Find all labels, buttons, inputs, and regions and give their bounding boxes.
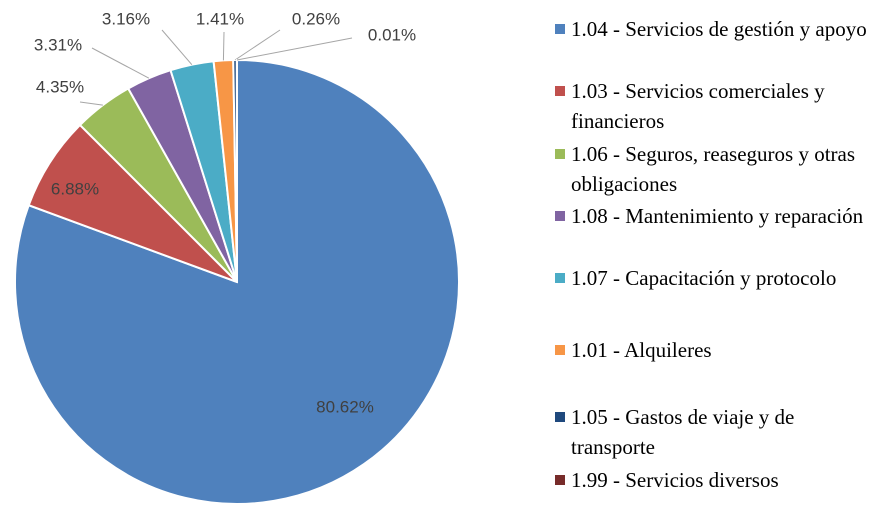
legend-swatch <box>555 273 565 283</box>
data-label: 80.62% <box>316 397 374 416</box>
data-label: 3.16% <box>102 9 150 28</box>
data-label: 4.35% <box>36 77 84 96</box>
legend-label: 1.05 - Gastos de viaje y de transporte <box>571 405 795 459</box>
legend-entry: 1.01 - Alquileres <box>555 335 873 365</box>
legend-entry: 1.05 - Gastos de viaje y de transporte <box>555 402 873 462</box>
data-label: 1.41% <box>196 9 244 28</box>
data-label: 3.31% <box>34 35 82 54</box>
legend-label: 1.03 - Servicios comerciales y financier… <box>571 79 825 133</box>
data-label: 0.01% <box>368 25 416 44</box>
data-label: 6.88% <box>51 179 99 198</box>
leader-line <box>161 29 193 65</box>
legend-entry: 1.07 - Capacitación y protocolo <box>555 263 873 293</box>
legend-entry: 1.99 - Servicios diversos <box>555 465 873 495</box>
legend-entry: 1.06 - Seguros, reaseguros y otras oblig… <box>555 139 873 199</box>
leader-line <box>234 29 281 61</box>
legend-label: 1.01 - Alquileres <box>571 338 712 362</box>
legend-label: 1.07 - Capacitación y protocolo <box>571 266 837 290</box>
legend-entry: 1.03 - Servicios comerciales y financier… <box>555 76 873 136</box>
legend-swatch <box>555 475 565 485</box>
legend-swatch <box>555 24 565 34</box>
legend-swatch <box>555 86 565 96</box>
leader-line <box>91 47 150 79</box>
legend-entry: 1.08 - Mantenimiento y reparación <box>555 201 873 231</box>
legend-swatch <box>555 211 565 221</box>
leader-line <box>79 101 103 106</box>
legend-swatch <box>555 149 565 159</box>
legend-swatch <box>555 412 565 422</box>
data-label: 0.26% <box>292 9 340 28</box>
legend-label: 1.08 - Mantenimiento y reparación <box>571 204 864 228</box>
legend-entry: 1.04 - Servicios de gestión y apoyo <box>555 14 873 44</box>
chart: 80.62% 6.88% 4.35% 3.31% 3.16% 1.41% 0.26% 0.01… <box>14 9 460 505</box>
leader-line <box>222 31 225 61</box>
legend-label: 1.04 - Servicios de gestión y apoyo <box>571 17 867 41</box>
leader-line <box>236 37 353 61</box>
legend-label: 1.99 - Servicios diversos <box>571 468 779 492</box>
legend-swatch <box>555 345 565 355</box>
legend-label: 1.06 - Seguros, reaseguros y otras oblig… <box>571 142 856 196</box>
